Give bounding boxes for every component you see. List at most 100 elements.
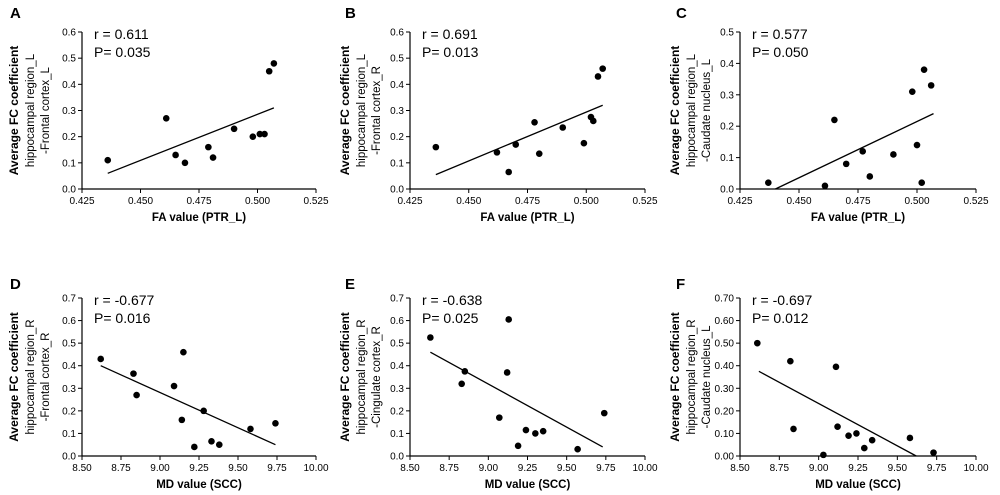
panel-letter: B (345, 5, 356, 22)
chart-panel-f: F 0.00 0.10 0.20 0.30 0.40 0.50 0.60 0.70 8.50 8.7… (668, 276, 989, 491)
data-point (261, 130, 268, 138)
y-tick-label: 0.1 (390, 158, 404, 169)
p-value-label: P= 0.013 (422, 44, 479, 60)
x-tick-label: 0.500 (245, 196, 270, 207)
data-point (930, 449, 937, 456)
x-tick-label: 10.00 (632, 463, 657, 474)
data-point (458, 380, 466, 388)
data-point (754, 339, 761, 347)
y-tick-label: 0.2 (720, 122, 734, 133)
data-point (913, 141, 921, 149)
x-tick-label: 0.525 (963, 196, 988, 207)
p-value-label: P= 0.050 (752, 44, 809, 60)
y-tick-label: 0.5 (720, 28, 734, 39)
data-point (505, 316, 512, 323)
y-tick-label: 0.20 (715, 406, 735, 417)
y-tick-label: 0.0 (390, 185, 404, 196)
data-point (130, 370, 137, 377)
data-point (427, 334, 434, 341)
data-point (512, 141, 520, 148)
p-value-label: P= 0.025 (422, 310, 479, 326)
x-tick-label: 0.425 (397, 196, 422, 207)
data-point (209, 154, 217, 161)
x-tick-label: 8.75 (770, 463, 790, 474)
y-axis-title-line-1: Average FC coefficient (7, 46, 21, 176)
data-point (200, 407, 207, 415)
y-tick-label: 0.7 (390, 294, 404, 305)
data-point (270, 60, 278, 67)
y-tick-label: 0.0 (390, 452, 404, 463)
data-point (890, 151, 897, 158)
y-tick-label: 0.2 (62, 132, 76, 143)
x-tick-label: 9.25 (848, 463, 868, 474)
y-tick-label: 0.6 (390, 28, 404, 39)
y-tick-label: 0.40 (715, 361, 735, 372)
data-point (215, 441, 223, 449)
data-point (247, 425, 254, 433)
x-tick-label: 0.525 (632, 196, 657, 207)
regression-line (107, 107, 275, 174)
chart-panel-c: C 0.0 0.1 0.2 0.3 0.4 0.5 0.425 0.450 0.475 0.500 0… (668, 5, 989, 224)
y-tick-label: 0.70 (715, 294, 735, 305)
y-tick-label: 0.5 (390, 54, 404, 65)
x-tick-label: 0.425 (727, 196, 752, 207)
y-axis-title-line-2: hippocampal region_L (25, 53, 37, 167)
x-tick-label: 0.475 (515, 196, 540, 207)
y-tick-label: 0.5 (62, 339, 76, 350)
data-point (574, 445, 581, 453)
x-tick-label: 0.500 (904, 196, 929, 207)
y-tick-label: 0.00 (715, 452, 735, 463)
y-tick-label: 0.3 (720, 90, 734, 101)
data-point (580, 139, 588, 147)
data-point (845, 432, 852, 439)
correlation-r-label: r = -0.638 (422, 292, 483, 308)
y-axis-title-line-3: -Caudate nucleus_L (701, 325, 713, 429)
data-point (432, 143, 440, 151)
data-point (230, 125, 238, 133)
x-axis-title: FA value (PTR_L) (480, 212, 574, 224)
x-tick-label: 9.00 (809, 463, 829, 474)
y-tick-label: 0.5 (390, 339, 404, 350)
y-tick-label: 0.4 (62, 80, 76, 91)
data-point (172, 151, 179, 159)
y-tick-label: 0.4 (720, 59, 734, 70)
y-tick-label: 0.1 (390, 429, 404, 440)
x-axis-title: MD value (SCC) (815, 479, 901, 491)
data-point (133, 391, 140, 399)
chart-panel-b: B 0.0 0.1 0.2 0.3 0.4 0.5 0.6 0.425 0.450 0.475 0.5… (338, 5, 658, 224)
x-tick-label: 10.00 (303, 463, 328, 474)
y-tick-label: 0.2 (62, 406, 76, 417)
data-point (178, 416, 186, 424)
y-tick-label: 0.0 (720, 185, 734, 196)
x-tick-label: 0.450 (786, 196, 811, 207)
y-axis-title-line-3: -Frontal cortex_R (371, 66, 383, 155)
y-axis-title-line-2: hippocampal region_L (356, 53, 368, 167)
x-tick-label: 0.425 (69, 196, 94, 207)
data-point (599, 65, 606, 72)
x-tick-label: 0.500 (574, 196, 599, 207)
data-point (162, 115, 170, 122)
y-tick-label: 0.4 (390, 361, 404, 372)
data-point (505, 168, 512, 176)
y-axis-title-line-2: hippocampal region_R (25, 319, 37, 434)
data-point (503, 369, 511, 376)
p-value-label: P= 0.012 (752, 310, 809, 326)
x-tick-label: 9.75 (596, 463, 616, 474)
correlation-r-label: r = 0.611 (94, 26, 149, 42)
correlation-r-label: r = -0.697 (752, 292, 813, 308)
data-point (180, 348, 187, 356)
data-point (522, 426, 530, 434)
data-point (461, 368, 469, 375)
y-tick-label: 0.3 (62, 106, 76, 117)
y-axis-title-line-3: -Frontal cortex_L (40, 66, 52, 154)
data-point (820, 451, 827, 459)
data-point (272, 419, 279, 427)
x-tick-label: 9.00 (150, 463, 170, 474)
data-point (493, 149, 501, 156)
y-tick-label: 0.2 (390, 406, 404, 417)
y-tick-label: 0.0 (62, 452, 76, 463)
y-axis-title-line-1: Average FC coefficient (668, 312, 682, 442)
data-point (920, 66, 928, 73)
y-axis-title-line-1: Average FC coefficient (338, 312, 352, 442)
data-point (594, 73, 602, 80)
